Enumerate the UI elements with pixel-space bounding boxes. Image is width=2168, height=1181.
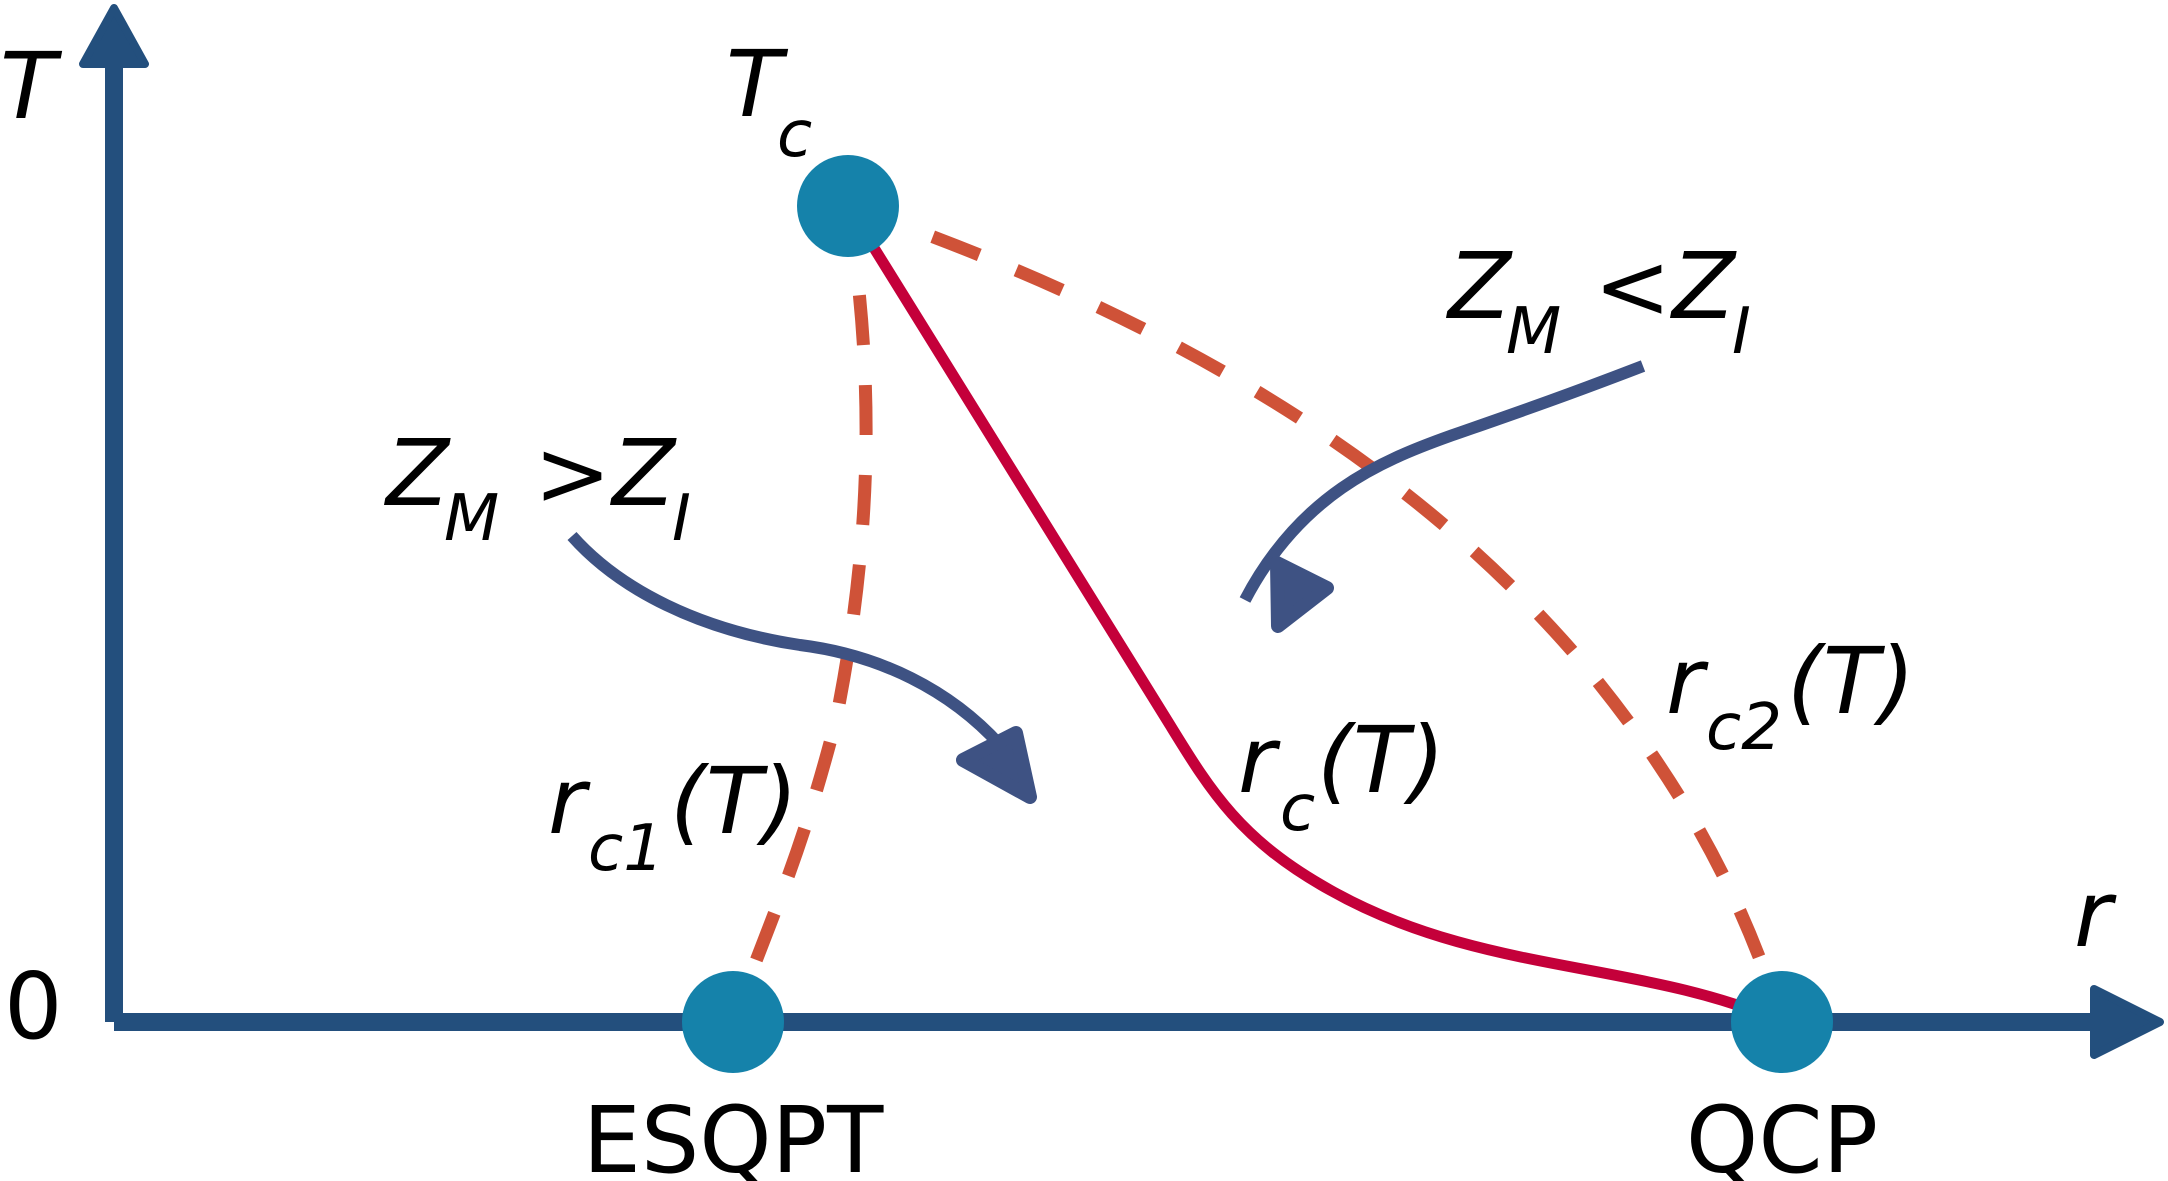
tc-point [797,155,899,257]
x-axis-arrowhead [2090,985,2164,1059]
qcp-point [1731,971,1833,1073]
rc-label-arg: (T) [1317,707,1445,814]
cond-less-right-sub: I [1732,295,1751,369]
tc-label-sub: c [777,98,812,172]
cond-less-right: Z [1669,233,1737,340]
rc2-label-main: r [1666,628,1709,735]
rc2-label-sub: c2 [1706,691,1782,765]
cond-less-left-sub: M [1506,295,1561,369]
flow-arrow-less-line [1239,360,1646,603]
y-axis-arrowhead [79,4,149,68]
cond-greater-right: Z [609,420,677,527]
rc2-label-arg: (T) [1787,628,1915,735]
esqpt-point [682,971,784,1073]
origin-label: 0 [4,953,63,1060]
flow-arrow-greater [567,532,1005,750]
qcp-label: QCP [1686,1087,1878,1181]
y-axis-label: T [0,33,63,140]
rc-label-sub: c [1280,772,1315,846]
rc1-dashed-curve [726,204,873,1025]
rc1-label-sub: c1 [588,812,664,886]
cond-less-op: < [1594,233,1671,340]
flow-arrowhead-greater [956,726,1037,804]
esqpt-label: ESQPT [583,1087,884,1181]
flow-arrowhead-less [1270,556,1334,633]
rc1-label-main: r [548,748,591,855]
cond-greater-right-sub: I [672,482,691,556]
cond-greater-op: > [534,420,611,527]
cond-greater-left-sub: M [444,482,499,556]
cond-less-left: Z [1445,233,1513,340]
flow-arrow-less [1251,366,1643,575]
cond-greater-left: Z [383,420,451,527]
rc-solid-curve [843,203,1785,1028]
x-axis-label: r [2074,861,2117,968]
tc-label: T [726,31,789,138]
rc1-label-arg: (T) [670,748,798,855]
rc-label-main: r [1238,707,1281,814]
